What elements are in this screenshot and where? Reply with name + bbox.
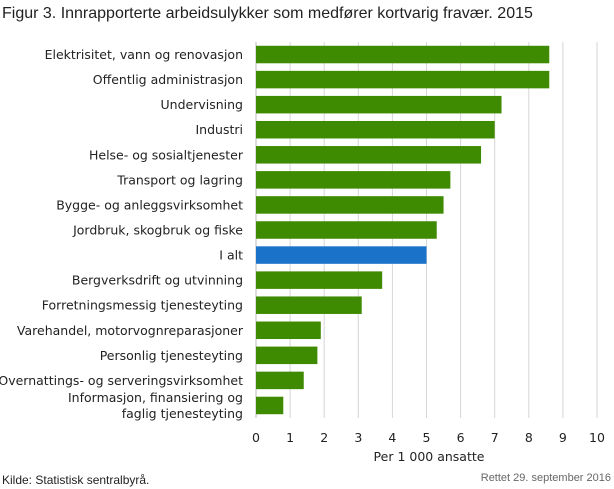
category-label: Overnattings- og serveringsvirksomhet [0,373,243,388]
bar [256,45,550,64]
category-label: Undervisning [161,97,243,112]
chart-title: Figur 3. Innrapporterte arbeidsulykker s… [2,5,533,22]
bar [256,221,437,239]
x-tick-label: 4 [388,430,396,445]
x-tick-label: 6 [457,430,465,445]
updated-note: Rettet 29. september 2016 [480,472,611,484]
category-label: Helse- og sosialtjenester [89,147,244,162]
bar [256,271,383,289]
category-label: Personlig tjenesteyting [100,348,243,363]
bar [256,146,482,164]
category-label: Forretningsmessig tjenesteyting [42,298,243,313]
category-label: Informasjon, finansiering og faglig tjene… [68,390,243,421]
source-note: Kilde: Statistisk sentralbyrå. [2,473,150,487]
category-label: Elektrisitet, vann og renovasjon [45,47,243,62]
x-tick-label: 0 [252,430,260,445]
x-axis-title: Per 1 000 ansatte [374,449,485,464]
bar [256,321,321,340]
category-label: Varehandel, motorvognreparasjoner [17,323,244,338]
category-label: Bergverksdrift og utvinning [72,273,243,288]
bars [256,45,550,415]
x-tick-label: 3 [354,430,362,445]
bar [256,120,495,139]
bar [256,396,284,415]
x-tick-label: 8 [525,430,533,445]
x-tick-label: 7 [491,430,499,445]
bar [256,371,304,390]
x-tick-labels: 0 1 2 3 4 5 6 7 8 9 10 [252,430,605,445]
bar [256,346,318,365]
x-tick-label: 10 [589,430,605,445]
category-label: Jordbruk, skogbruk og fiske [72,223,243,238]
bar [256,296,362,314]
bar [256,246,427,264]
bar [256,95,502,114]
x-tick-label: 2 [320,430,328,445]
x-tick-label: 1 [286,430,294,445]
category-label: I alt [219,248,243,263]
x-tick-label: 9 [559,430,567,445]
category-labels: Elektrisitet, vann og renovasjon Offentli… [0,47,244,421]
category-label: Bygge- og anleggsvirksomhet [56,197,243,212]
bar [256,171,451,189]
bar [256,196,444,214]
category-label: Transport og lagring [116,172,243,187]
x-tick-label: 5 [423,430,431,445]
category-label: Offentlig administrasjon [93,72,243,87]
category-label: Industri [196,122,244,137]
bar [256,70,550,89]
